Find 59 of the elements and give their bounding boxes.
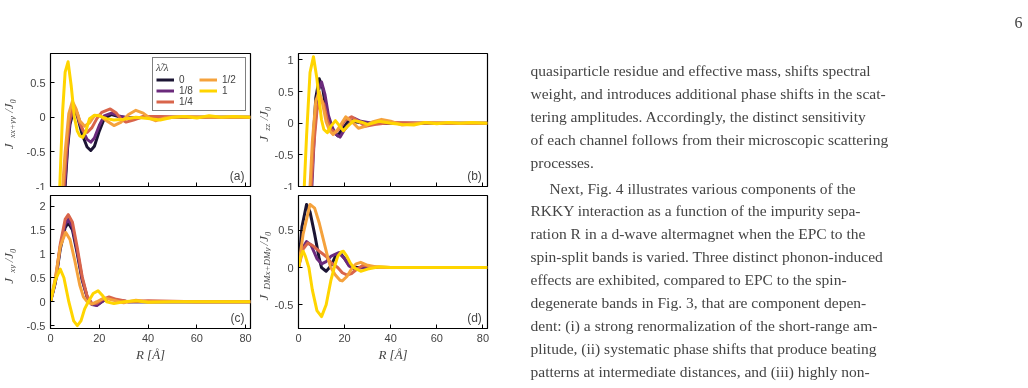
text: weight, and introduces additional phase shifts in the scat- bbox=[530, 84, 886, 102]
y-tick-label: 0.5 bbox=[30, 271, 46, 284]
x-tick-label: 40 bbox=[141, 331, 155, 344]
y-tick-label: 0 bbox=[39, 111, 46, 124]
y-axis-title: Jxy/J₀ bbox=[1, 248, 17, 284]
y-tick-label: -1 bbox=[35, 180, 46, 193]
x-tick-label: 60 bbox=[190, 331, 203, 344]
legend-label: 1/8 bbox=[179, 85, 194, 96]
y-tick-label: 0.5 bbox=[278, 224, 294, 237]
x-tick-label: 20 bbox=[93, 331, 106, 344]
y-tick-label: 1 bbox=[39, 247, 46, 260]
x-tick-label: 80 bbox=[476, 331, 490, 344]
text: effects are exhibited, compared to EPC to the spin- bbox=[530, 271, 847, 289]
text: Next, Fig. 4 illustrates various components of the bbox=[549, 179, 856, 197]
y-axis-title: Jzz/J₀ bbox=[256, 106, 272, 142]
x-tick-label: 80 bbox=[239, 331, 252, 344]
y-tick-label: 0 bbox=[39, 295, 46, 308]
text: quasiparticle residue and effective mass, shifts spectral bbox=[530, 62, 871, 79]
y-tick-label: 0 bbox=[287, 117, 294, 130]
annotation: (c) bbox=[230, 310, 245, 325]
text: patterns at intermediate distances, and (iii) highly non- bbox=[530, 362, 870, 381]
y-tick-label: 0.5 bbox=[278, 85, 294, 98]
x-axis-title: R [Å] bbox=[134, 346, 166, 362]
y-tick-label: 1 bbox=[287, 53, 294, 66]
text: RKKY interaction as a function of the impurity sepa- bbox=[530, 202, 861, 220]
legend-label: 0 bbox=[179, 74, 186, 85]
x-tick-label: 0 bbox=[47, 331, 54, 344]
x-tick-label: 60 bbox=[430, 331, 443, 344]
y-axis-title: Jxx+yy/J₀ bbox=[1, 98, 17, 150]
y-tick-label: -1 bbox=[283, 180, 294, 193]
y-tick-label: -0.5 bbox=[26, 145, 46, 158]
y-tick-label: -0.5 bbox=[26, 319, 46, 332]
x-tick-label: 40 bbox=[384, 331, 397, 344]
legend-label: 1 bbox=[222, 85, 229, 96]
annotation: (b) bbox=[467, 168, 482, 183]
text: dent: (i) a strong renormalization of the short-range am- bbox=[530, 316, 878, 335]
text: 6 bbox=[1014, 14, 1023, 31]
y-tick-label: 1.5 bbox=[30, 223, 46, 236]
y-tick-label: -0.5 bbox=[274, 298, 294, 311]
text: of each channel follows from their microscopic scattering bbox=[530, 130, 889, 148]
x-tick-label: 20 bbox=[338, 331, 351, 344]
legend-label: 1/4 bbox=[179, 96, 194, 107]
y-tick-label: 0 bbox=[287, 261, 294, 274]
y-tick-label: 0.5 bbox=[30, 76, 46, 89]
text: processes. bbox=[530, 153, 594, 171]
text: degenerate bands in Fig. 3, that are component depen- bbox=[530, 294, 867, 311]
legend-title: λ̃/λ bbox=[156, 61, 170, 73]
text: plitude, (ii) systematic phase shifts that produce beating bbox=[530, 339, 877, 358]
y-tick-label: -0.5 bbox=[274, 148, 294, 161]
x-tick-label: 0 bbox=[295, 331, 302, 344]
y-tick-label: 2 bbox=[39, 200, 46, 213]
x-axis-title: R [Å] bbox=[377, 346, 408, 362]
annotation: (d) bbox=[467, 310, 482, 325]
annotation: (a) bbox=[229, 168, 245, 183]
y-axis-title: JDMx+DMy/J₀ bbox=[256, 231, 272, 301]
text: spin-split bands is varied. Three distinct phonon-induced bbox=[530, 248, 884, 266]
legend-label: 1/2 bbox=[222, 74, 237, 85]
text: tering amplitudes. Accordingly, the distinct sensitivity bbox=[530, 107, 866, 125]
text: ration R in a d-wave altermagnet when the EPC to the bbox=[530, 225, 866, 243]
